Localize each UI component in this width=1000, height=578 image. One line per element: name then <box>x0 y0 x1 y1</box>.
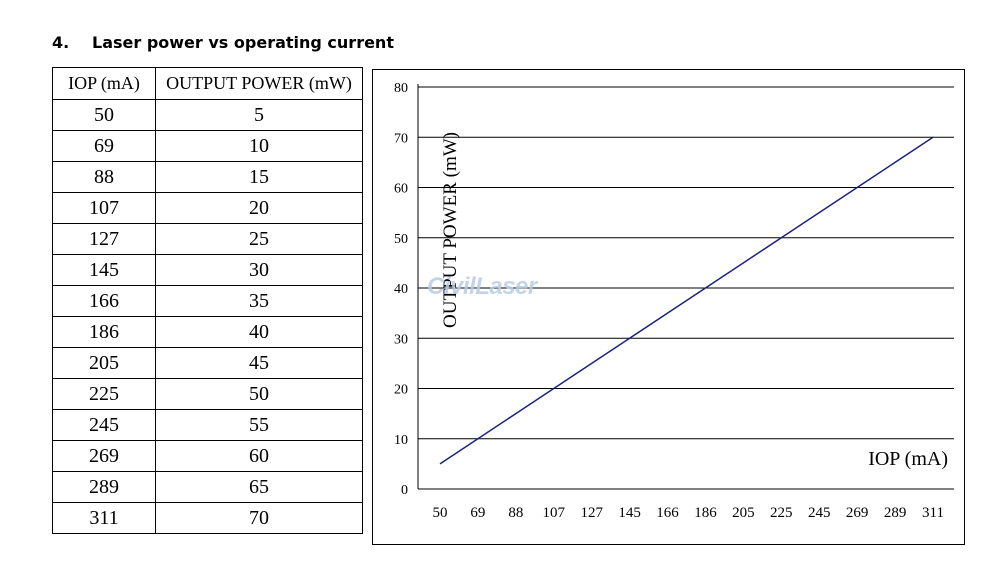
cell-output-power: 70 <box>155 502 363 534</box>
table-row: 269 60 <box>52 440 363 472</box>
cell-iop: 50 <box>52 99 156 131</box>
y-tick-label: 40 <box>394 282 408 297</box>
data-line <box>439 136 934 465</box>
watermark-logo: CivilLaser <box>427 273 537 300</box>
cell-output-power: 25 <box>155 223 363 255</box>
cell-output-power: 5 <box>155 99 363 131</box>
x-tick-label: 269 <box>846 505 869 521</box>
chart-frame: 0 10 20 30 40 50 60 70 80 50 69 88 107 127 145 166 186 20… <box>372 69 965 545</box>
cell-iop: 269 <box>52 440 156 472</box>
section-number: 4. <box>52 33 70 52</box>
cell-iop: 145 <box>52 254 156 286</box>
x-tick-label: 245 <box>808 505 831 521</box>
table-row: 205 45 <box>52 347 363 379</box>
cell-iop: 107 <box>52 192 156 224</box>
cell-output-power: 45 <box>155 347 363 379</box>
x-tick-label: 311 <box>922 505 944 521</box>
y-tick-label: 0 <box>401 483 408 498</box>
table-row: 69 10 <box>52 130 363 162</box>
table-row: 166 35 <box>52 285 363 317</box>
x-tick-label: 50 <box>433 505 448 521</box>
cell-output-power: 50 <box>155 378 363 410</box>
table-row: 225 50 <box>52 378 363 410</box>
cell-output-power: 40 <box>155 316 363 348</box>
y-tick-label: 20 <box>394 383 408 398</box>
header-iop: IOP (mA) <box>52 67 156 100</box>
table-row: 145 30 <box>52 254 363 286</box>
cell-output-power: 35 <box>155 285 363 317</box>
y-tick-label: 60 <box>394 182 408 197</box>
header-output-power: OUTPUT POWER (mW) <box>155 67 363 100</box>
cell-iop: 186 <box>52 316 156 348</box>
table-row: 186 40 <box>52 316 363 348</box>
y-tick-label: 30 <box>394 332 408 347</box>
table-row: 107 20 <box>52 192 363 224</box>
cell-output-power: 20 <box>155 192 363 224</box>
table-row: 50 5 <box>52 99 363 131</box>
x-tick-label: 145 <box>618 505 641 521</box>
power-current-table: IOP (mA) OUTPUT POWER (mW) 50 5 69 10 88 15 10… <box>52 67 363 534</box>
cell-iop: 225 <box>52 378 156 410</box>
x-tick-label: 69 <box>470 505 485 521</box>
section-title: Laser power vs operating current <box>92 33 394 52</box>
table-row: 311 70 <box>52 502 363 534</box>
y-tick-label: 70 <box>394 131 408 146</box>
section-heading: 4. Laser power vs operating current <box>52 33 394 52</box>
power-current-chart: 0 10 20 30 40 50 60 70 80 50 69 88 107 127 145 166 186 20… <box>394 81 954 521</box>
x-tick-label: 186 <box>694 505 717 521</box>
x-tick-label: 107 <box>543 505 566 521</box>
cell-output-power: 55 <box>155 409 363 441</box>
table-header-row: IOP (mA) OUTPUT POWER (mW) <box>52 67 363 100</box>
table-row: 127 25 <box>52 223 363 255</box>
x-tick-label: 127 <box>580 505 603 521</box>
x-tick-label: 289 <box>884 505 907 521</box>
cell-iop: 311 <box>52 502 156 534</box>
cell-output-power: 65 <box>155 471 363 503</box>
cell-iop: 289 <box>52 471 156 503</box>
table-row: 245 55 <box>52 409 363 441</box>
cell-output-power: 10 <box>155 130 363 162</box>
cell-iop: 166 <box>52 285 156 317</box>
table-row: 88 15 <box>52 161 363 193</box>
x-tick-label: 88 <box>508 505 523 521</box>
x-tick-label: 225 <box>770 505 793 521</box>
x-tick-label: 166 <box>656 505 679 521</box>
cell-iop: 69 <box>52 130 156 162</box>
cell-iop: 245 <box>52 409 156 441</box>
y-tick-label: 10 <box>394 433 408 448</box>
cell-output-power: 60 <box>155 440 363 472</box>
cell-iop: 88 <box>52 161 156 193</box>
x-axis-title: IOP (mA) <box>868 448 948 470</box>
y-axis-title: OUTPUT POWER (mW) <box>440 132 461 328</box>
cell-output-power: 30 <box>155 254 363 286</box>
cell-iop: 127 <box>52 223 156 255</box>
cell-iop: 205 <box>52 347 156 379</box>
y-tick-label: 50 <box>394 232 408 247</box>
y-tick-label: 80 <box>394 81 408 96</box>
x-tick-label: 205 <box>732 505 755 521</box>
table-row: 289 65 <box>52 471 363 503</box>
cell-output-power: 15 <box>155 161 363 193</box>
